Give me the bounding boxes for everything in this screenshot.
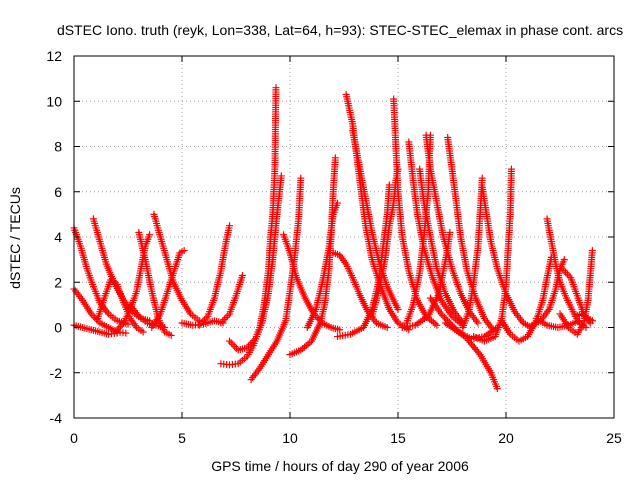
data-point [146, 231, 154, 239]
series-arc-37 [498, 253, 555, 345]
data-point [334, 199, 342, 207]
y-tick-label: 10 [46, 93, 62, 109]
series-arc-40 [532, 314, 583, 331]
x-tick-label: 15 [390, 430, 406, 446]
data-point [219, 317, 227, 325]
data-point [336, 326, 344, 334]
x-tick-labels: 0 5 10 15 20 25 [70, 430, 622, 446]
data-point [161, 324, 169, 331]
series-arc-2 [70, 285, 130, 337]
data-point [116, 322, 124, 330]
data-point [118, 321, 126, 329]
series-arc-4 [89, 215, 154, 325]
data-point [272, 84, 280, 92]
data-point [446, 228, 454, 236]
data-point [115, 324, 123, 332]
data-point [560, 256, 568, 264]
data-point [229, 341, 237, 349]
data-point [385, 181, 393, 189]
series-arc-13 [217, 271, 246, 327]
data-point [195, 321, 203, 329]
data-point [227, 339, 235, 347]
series-arc-10 [148, 247, 188, 331]
data-point [124, 320, 132, 328]
y-tick-label: 2 [54, 274, 62, 290]
data-point [167, 331, 175, 339]
y-tick-label: 0 [54, 320, 62, 336]
series-arc-43 [571, 310, 596, 325]
data-point [231, 343, 239, 351]
data-point [507, 165, 515, 173]
data-point [277, 172, 285, 180]
y-axis-title: dSTEC / TECUs [7, 187, 23, 289]
data-point [394, 305, 402, 313]
data-point [588, 247, 596, 255]
data-point [122, 329, 130, 337]
data-point [226, 337, 234, 345]
data-point [232, 344, 240, 352]
x-tick-label: 0 [70, 430, 78, 446]
data-point [562, 268, 570, 276]
y-tick-label: 8 [54, 139, 62, 155]
series-arc-16 [247, 174, 305, 384]
series-arc-36 [470, 165, 515, 345]
data-point [226, 222, 234, 230]
series-arc-15 [226, 172, 285, 354]
series-arc-19 [303, 199, 342, 331]
data-point [493, 385, 501, 393]
data-point [238, 271, 246, 279]
data-point [588, 317, 596, 325]
tick-marks [73, 55, 615, 419]
y-tick-label: 6 [54, 184, 62, 200]
y-tick-labels: -4 -2 0 2 4 6 8 10 12 [46, 48, 62, 426]
series-arc-14 [217, 84, 280, 369]
data-point [440, 313, 448, 321]
data-point [394, 165, 402, 173]
data-point [180, 247, 188, 255]
data-point [474, 319, 482, 327]
chart-title: dSTEC Iono. truth (reyk, Lon=338, Lat=64… [57, 22, 623, 38]
series-arc-39 [543, 215, 590, 331]
data-point [563, 270, 571, 278]
data-point [331, 154, 339, 162]
series-arc-25 [368, 165, 402, 320]
y-tick-label: 4 [54, 229, 62, 245]
data-points [70, 84, 596, 393]
series-arc-3 [70, 321, 121, 338]
data-point [139, 328, 147, 336]
series-arc-41 [556, 247, 596, 338]
data-point [478, 174, 486, 182]
data-point [437, 310, 445, 318]
data-point [405, 326, 413, 334]
y-tick-label: -4 [50, 410, 63, 426]
series-arc-30 [398, 228, 454, 331]
data-point [383, 324, 391, 331]
x-tick-label: 25 [606, 430, 622, 446]
series-arc-12 [195, 222, 234, 329]
y-tick-label: 12 [46, 48, 62, 64]
grid-lines [74, 56, 614, 418]
series-arc-34 [426, 294, 501, 393]
data-point [439, 312, 447, 320]
series-arc-33 [478, 183, 536, 331]
x-axis-title: GPS time / hours of day 290 of year 2006 [211, 458, 469, 474]
data-point [297, 174, 305, 182]
data-point [113, 326, 121, 334]
x-tick-label: 10 [282, 430, 298, 446]
y-tick-label: -2 [50, 365, 63, 381]
data-point [433, 321, 441, 329]
x-tick-label: 5 [178, 430, 186, 446]
x-tick-label: 20 [498, 430, 514, 446]
